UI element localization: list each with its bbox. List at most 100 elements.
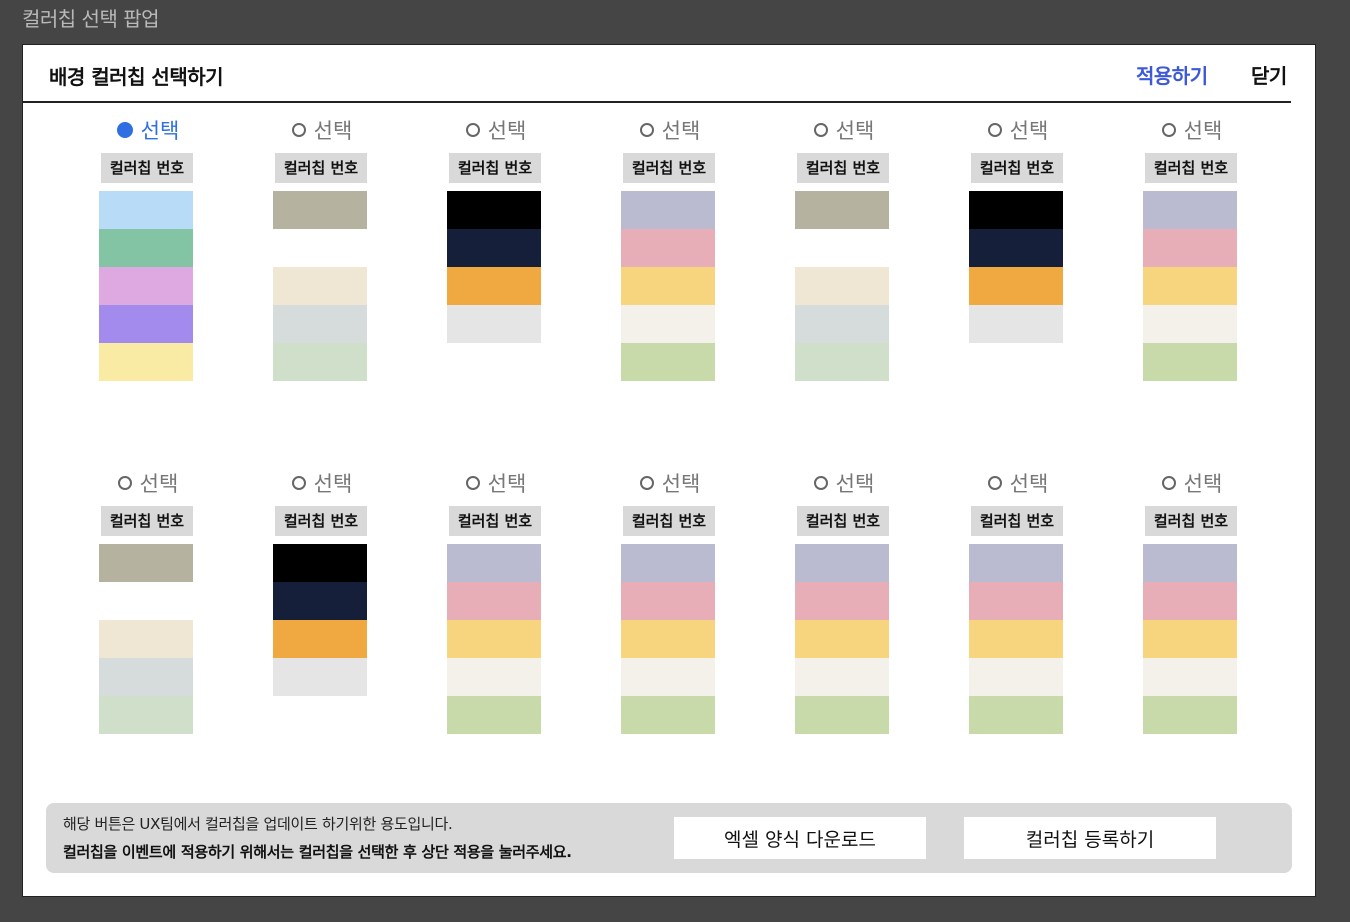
select-radio[interactable]: 선택 [615, 115, 725, 145]
radio-circle-icon[interactable] [1161, 476, 1176, 490]
popup-header: 배경 컬러칩 선택하기 적용하기 닫기 [23, 45, 1291, 103]
register-chip-button[interactable]: 컬러칩 등록하기 [964, 817, 1216, 859]
color-swatch [99, 658, 193, 696]
color-swatch [969, 305, 1063, 343]
swatch-stack [795, 544, 889, 734]
select-label: 선택 [835, 119, 875, 143]
popup-title: 배경 컬러칩 선택하기 [49, 65, 224, 89]
color-swatch [273, 305, 367, 343]
color-swatch [447, 267, 541, 305]
select-label: 선택 [1183, 472, 1223, 496]
radio-circle-icon[interactable] [117, 476, 132, 490]
color-swatch [99, 620, 193, 658]
select-radio[interactable]: 선택 [267, 115, 377, 145]
color-swatch [795, 305, 889, 343]
select-radio[interactable]: 선택 [93, 468, 203, 498]
select-radio[interactable]: 선택 [1137, 468, 1247, 498]
select-radio[interactable]: 선택 [963, 115, 1073, 145]
footer-panel: 해당 버튼은 UX팀에서 컬러칩을 업데이트 하기위한 용도입니다. 컬러칩을 … [46, 803, 1292, 873]
color-swatch [99, 343, 193, 381]
apply-button[interactable]: 적용하기 [1136, 64, 1208, 88]
excel-download-button[interactable]: 엑셀 양식 다운로드 [674, 817, 926, 859]
color-swatch [273, 658, 367, 696]
swatch-stack [99, 544, 193, 734]
color-swatch [969, 658, 1063, 696]
swatch-stack [447, 544, 541, 734]
select-radio[interactable]: 선택 [963, 468, 1073, 498]
radio-circle-icon[interactable] [987, 476, 1002, 490]
select-label: 선택 [487, 472, 527, 496]
color-swatch [1143, 191, 1237, 229]
color-swatch [273, 544, 367, 582]
select-label: 선택 [487, 119, 527, 143]
color-swatch [621, 191, 715, 229]
color-swatch [273, 267, 367, 305]
color-swatch [99, 267, 193, 305]
radio-circle-icon[interactable] [639, 123, 654, 137]
radio-circle-icon[interactable] [291, 123, 306, 137]
select-radio[interactable]: 선택 [267, 468, 377, 498]
select-radio[interactable]: 선택 [1137, 115, 1247, 145]
radio-circle-icon[interactable] [116, 122, 133, 138]
chip-number-label: 컬러칩 번호 [797, 153, 889, 183]
radio-circle-icon[interactable] [987, 123, 1002, 137]
color-swatch [969, 696, 1063, 734]
select-radio[interactable]: 선택 [615, 468, 725, 498]
select-label: 선택 [1009, 472, 1049, 496]
color-swatch [99, 696, 193, 734]
select-label: 선택 [661, 119, 701, 143]
color-swatch [795, 658, 889, 696]
color-swatch [1143, 658, 1237, 696]
chip-number-label: 컬러칩 번호 [449, 153, 541, 183]
color-swatch [795, 544, 889, 582]
color-swatch [621, 696, 715, 734]
radio-circle-icon[interactable] [465, 476, 480, 490]
chip-number-label: 컬러칩 번호 [275, 153, 367, 183]
radio-circle-icon[interactable] [813, 476, 828, 490]
color-swatch [447, 305, 541, 343]
color-swatch [447, 544, 541, 582]
swatch-stack [621, 544, 715, 734]
radio-circle-icon[interactable] [465, 123, 480, 137]
color-swatch [795, 620, 889, 658]
color-swatch [969, 620, 1063, 658]
select-radio[interactable]: 선택 [93, 115, 203, 145]
select-radio[interactable]: 선택 [789, 115, 899, 145]
color-swatch [99, 582, 193, 620]
swatch-stack [1143, 191, 1237, 381]
chip-number-label: 컬러칩 번호 [971, 506, 1063, 536]
chip-grid: 선택 컬러칩 번호 선택 컬러칩 번호 선택 컬러칩 번호 선택 컬러칩 번호 선택 컬러칩 번호… [23, 45, 1315, 896]
swatch-stack [273, 544, 367, 696]
color-swatch [795, 267, 889, 305]
color-swatch [447, 696, 541, 734]
swatch-stack [969, 191, 1063, 343]
swatch-stack [795, 191, 889, 381]
color-swatch [621, 343, 715, 381]
radio-circle-icon[interactable] [813, 123, 828, 137]
radio-circle-icon[interactable] [639, 476, 654, 490]
close-button[interactable]: 닫기 [1251, 64, 1287, 88]
chip-number-label: 컬러칩 번호 [971, 153, 1063, 183]
color-swatch [447, 620, 541, 658]
chip-number-label: 컬러칩 번호 [623, 153, 715, 183]
select-radio[interactable]: 선택 [441, 115, 551, 145]
color-swatch [795, 229, 889, 267]
color-swatch [621, 267, 715, 305]
radio-circle-icon[interactable] [1161, 123, 1176, 137]
select-label: 선택 [313, 119, 353, 143]
color-swatch [795, 582, 889, 620]
footer-note: 해당 버튼은 UX팀에서 컬러칩을 업데이트 하기위한 용도입니다. [63, 815, 453, 833]
select-radio[interactable]: 선택 [441, 468, 551, 498]
color-swatch [99, 229, 193, 267]
swatch-stack [99, 191, 193, 381]
color-swatch [621, 620, 715, 658]
color-swatch [273, 582, 367, 620]
color-swatch [621, 544, 715, 582]
footer-instruction: 컬러칩을 이벤트에 적용하기 위해서는 컬러칩을 선택한 후 상단 적용을 눌러… [63, 843, 572, 861]
radio-circle-icon[interactable] [291, 476, 306, 490]
color-swatch [621, 229, 715, 267]
color-swatch [273, 620, 367, 658]
color-swatch [99, 544, 193, 582]
select-radio[interactable]: 선택 [789, 468, 899, 498]
color-swatch [1143, 582, 1237, 620]
